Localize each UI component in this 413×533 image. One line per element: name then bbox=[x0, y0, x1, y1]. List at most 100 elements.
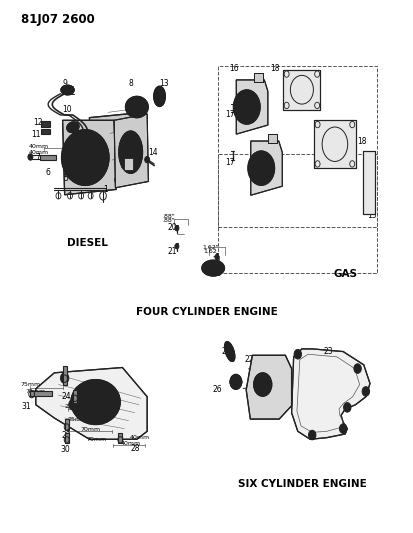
Circle shape bbox=[340, 426, 344, 431]
Bar bbox=[268, 134, 276, 143]
Text: 23: 23 bbox=[323, 347, 333, 356]
Ellipse shape bbox=[232, 378, 238, 386]
Text: FOUR CYLINDER ENGINE: FOUR CYLINDER ENGINE bbox=[136, 306, 277, 317]
Bar bbox=[40, 156, 56, 160]
Circle shape bbox=[308, 430, 315, 440]
Ellipse shape bbox=[66, 122, 79, 133]
Bar bbox=[282, 70, 320, 110]
Circle shape bbox=[70, 401, 75, 408]
Text: 1.62": 1.62" bbox=[202, 245, 218, 250]
Text: 26: 26 bbox=[212, 385, 222, 394]
Bar bbox=[253, 73, 262, 82]
Ellipse shape bbox=[224, 342, 234, 361]
Text: 14: 14 bbox=[148, 148, 158, 157]
Text: 75mm: 75mm bbox=[26, 389, 46, 394]
Text: 25: 25 bbox=[221, 347, 230, 356]
Circle shape bbox=[60, 373, 69, 383]
Bar bbox=[218, 154, 376, 273]
Text: 8: 8 bbox=[128, 78, 133, 87]
Circle shape bbox=[174, 225, 178, 231]
Polygon shape bbox=[62, 120, 116, 195]
Text: 3: 3 bbox=[87, 176, 92, 185]
Text: 28: 28 bbox=[131, 444, 140, 453]
Circle shape bbox=[363, 389, 367, 394]
Circle shape bbox=[247, 151, 274, 185]
Text: 7: 7 bbox=[35, 153, 40, 162]
Circle shape bbox=[72, 141, 98, 174]
Bar bbox=[62, 366, 66, 384]
Circle shape bbox=[252, 174, 256, 179]
Text: 70mm: 70mm bbox=[81, 427, 100, 432]
Text: 40mm: 40mm bbox=[129, 435, 150, 440]
Bar bbox=[40, 122, 50, 127]
Circle shape bbox=[266, 158, 269, 163]
Bar bbox=[253, 73, 262, 82]
Text: 30: 30 bbox=[60, 446, 70, 455]
Polygon shape bbox=[114, 114, 148, 188]
Circle shape bbox=[355, 366, 359, 371]
Text: 70mm: 70mm bbox=[86, 437, 106, 442]
Text: 5: 5 bbox=[63, 174, 68, 183]
Bar bbox=[64, 433, 69, 443]
Bar bbox=[73, 390, 77, 403]
Text: 17: 17 bbox=[224, 110, 234, 119]
Text: 1.62: 1.62 bbox=[203, 249, 217, 254]
Text: 29: 29 bbox=[62, 431, 71, 440]
Text: 40mm: 40mm bbox=[29, 150, 49, 155]
Polygon shape bbox=[246, 356, 291, 419]
Text: SIX CYLINDER ENGINE: SIX CYLINDER ENGINE bbox=[237, 480, 366, 489]
Ellipse shape bbox=[61, 85, 74, 95]
Text: 40mm: 40mm bbox=[120, 441, 140, 446]
Text: 15mm: 15mm bbox=[68, 154, 88, 158]
Bar bbox=[362, 151, 374, 214]
Polygon shape bbox=[36, 368, 147, 439]
Circle shape bbox=[353, 364, 361, 373]
Circle shape bbox=[79, 150, 91, 165]
Text: 15: 15 bbox=[366, 212, 376, 221]
Circle shape bbox=[343, 402, 350, 412]
Circle shape bbox=[258, 379, 266, 390]
Bar bbox=[282, 70, 320, 110]
Text: 16: 16 bbox=[228, 64, 238, 72]
Text: 4: 4 bbox=[76, 173, 81, 182]
Text: 13: 13 bbox=[159, 78, 168, 87]
Text: 6: 6 bbox=[45, 168, 50, 177]
Text: 10: 10 bbox=[62, 105, 71, 114]
Bar bbox=[40, 129, 50, 134]
Bar bbox=[218, 66, 376, 227]
Ellipse shape bbox=[119, 131, 142, 173]
Circle shape bbox=[252, 158, 256, 163]
Ellipse shape bbox=[153, 86, 165, 107]
Bar bbox=[118, 433, 122, 443]
Text: 18: 18 bbox=[270, 64, 279, 72]
Text: 40mm: 40mm bbox=[29, 144, 49, 149]
Text: 19: 19 bbox=[212, 269, 222, 278]
Circle shape bbox=[214, 254, 218, 260]
Ellipse shape bbox=[125, 96, 148, 118]
Text: DIESEL: DIESEL bbox=[67, 238, 107, 247]
Bar bbox=[64, 418, 69, 430]
Polygon shape bbox=[250, 141, 282, 195]
Circle shape bbox=[344, 405, 349, 410]
Text: 31: 31 bbox=[22, 402, 31, 411]
Text: 17: 17 bbox=[224, 158, 234, 167]
Text: 1: 1 bbox=[103, 185, 108, 194]
Circle shape bbox=[252, 97, 255, 101]
Text: 15mm: 15mm bbox=[70, 148, 90, 153]
Bar bbox=[313, 120, 355, 168]
Circle shape bbox=[62, 375, 67, 381]
Ellipse shape bbox=[202, 260, 224, 276]
Text: 22: 22 bbox=[244, 355, 254, 364]
Bar bbox=[313, 120, 355, 168]
Text: 12: 12 bbox=[33, 118, 43, 127]
Text: GAS: GAS bbox=[332, 270, 356, 279]
Polygon shape bbox=[236, 80, 267, 134]
Circle shape bbox=[361, 386, 369, 396]
Ellipse shape bbox=[230, 374, 241, 389]
Ellipse shape bbox=[62, 130, 109, 185]
Polygon shape bbox=[89, 112, 147, 189]
Text: 20: 20 bbox=[167, 223, 176, 232]
Circle shape bbox=[309, 432, 313, 438]
Circle shape bbox=[145, 157, 149, 163]
Circle shape bbox=[257, 164, 264, 173]
